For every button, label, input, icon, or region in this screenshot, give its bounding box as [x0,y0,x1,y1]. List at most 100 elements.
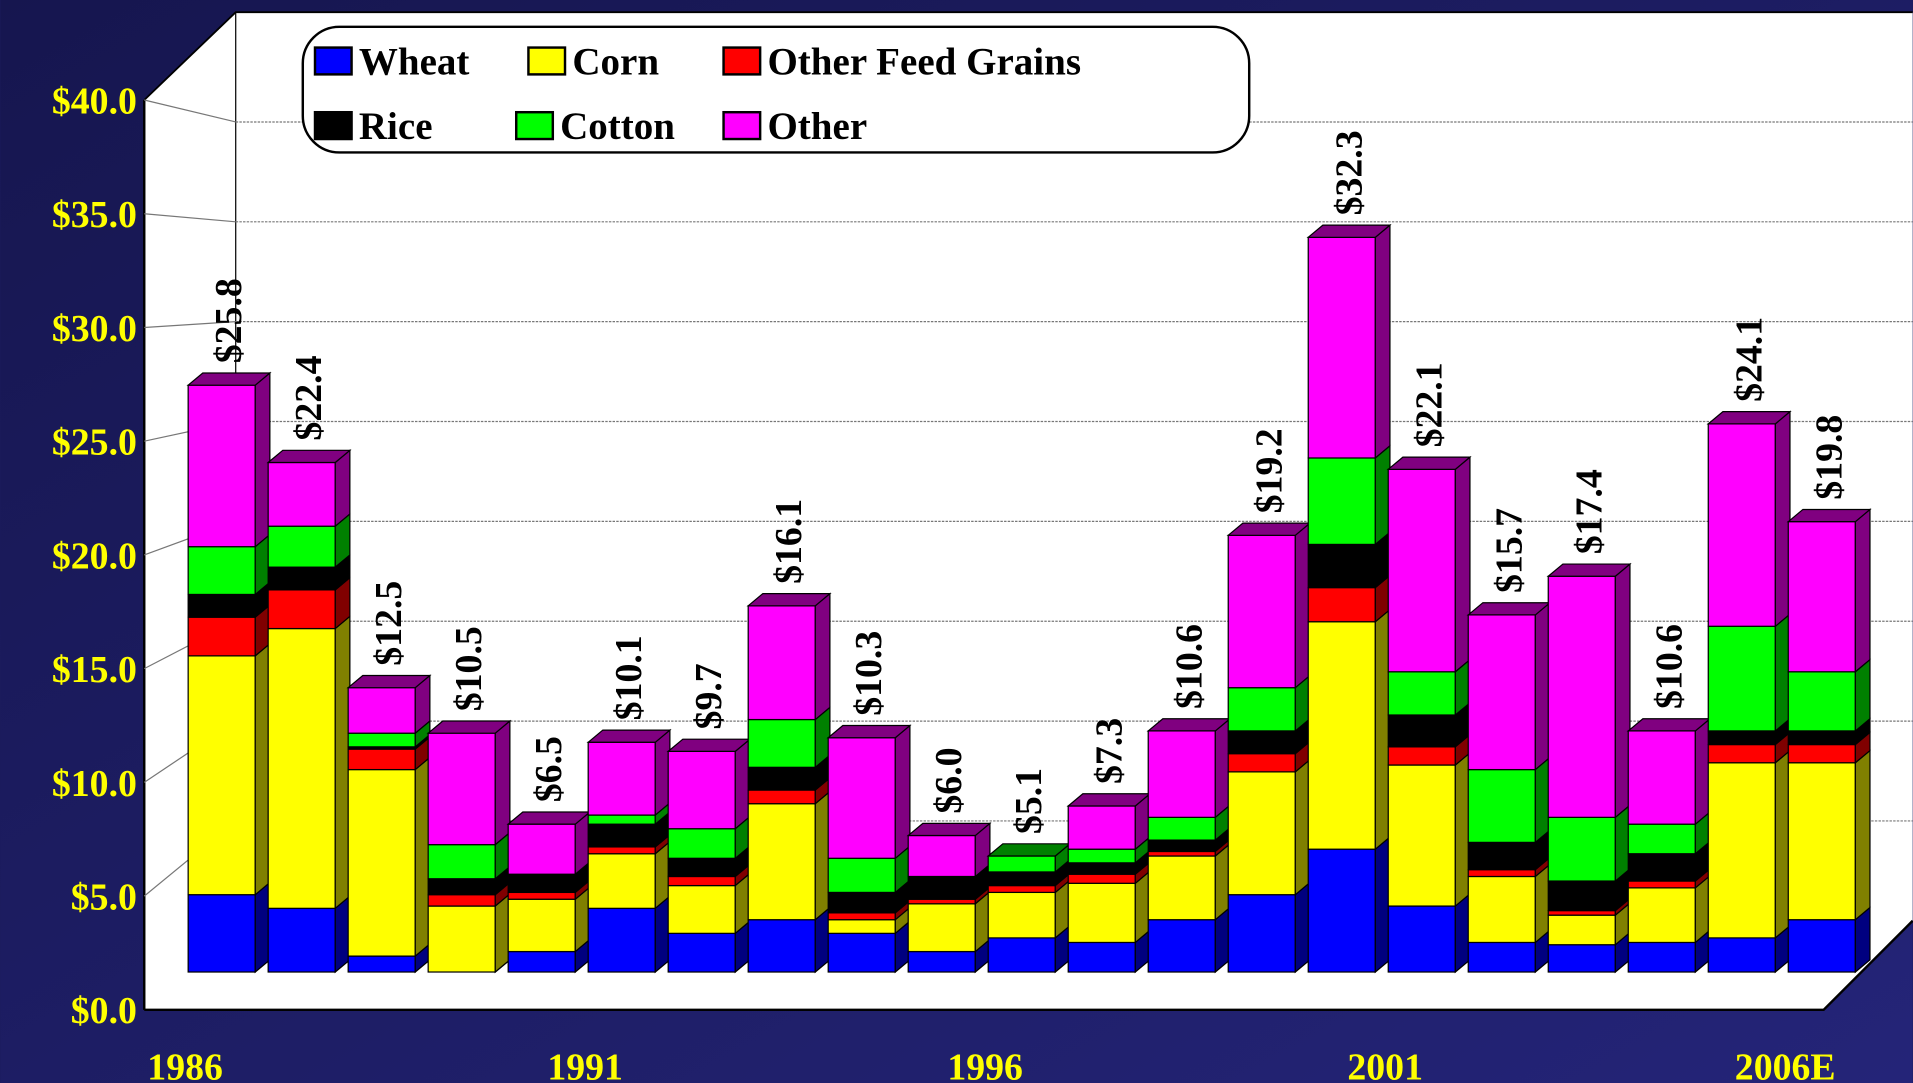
total-label: $10.6 [1648,624,1690,709]
bar-segment [427,732,496,846]
bar-segment [1627,730,1696,825]
x-tick-label: 2006E [1735,1046,1836,1083]
bar-top [506,811,592,825]
bar-segment [907,898,976,905]
x-tick-label: 1996 [947,1046,1023,1083]
bar-segment [1547,816,1616,882]
bar-segment [1147,816,1216,841]
bar-side [1854,508,1871,674]
bar-side [1854,749,1871,922]
bar-segment [1067,848,1136,864]
bar-segment [1707,743,1776,764]
bar-segment [1787,521,1856,673]
bar-segment [1787,919,1856,973]
legend-swatch [313,110,353,141]
bar-top [746,593,832,607]
bar-segment [1147,919,1216,973]
bar-segment [827,737,896,859]
bar-segment [267,461,336,527]
bar-segment [667,828,736,859]
bar-segment [827,891,896,914]
bar-segment [267,589,336,630]
total-label: $25.8 [208,278,250,363]
legend-swatch [527,46,567,76]
y-tick-label: $20.0 [52,535,137,577]
bar-segment [747,789,816,805]
bar-segment [187,546,256,596]
bar-segment [987,855,1056,873]
bar-segment [187,655,256,896]
bar-segment [1627,941,1696,973]
bar-segment [987,937,1056,973]
legend-label: Wheat [359,40,470,83]
bar-segment [507,823,576,875]
bar-segment [1707,423,1776,627]
bar-segment [1467,875,1536,944]
bar-segment [1627,823,1696,855]
bar-top [1306,224,1392,238]
bar-segment [667,750,736,830]
bar-segment [1467,941,1536,973]
grid-line [144,321,236,329]
legend-swatch [313,46,353,76]
bar-segment [1307,236,1376,459]
bar-top [1786,508,1872,523]
total-label: $10.6 [1168,624,1210,709]
total-label: $16.1 [768,499,810,584]
bar-segment [267,627,336,909]
total-label: $10.1 [608,635,650,720]
labels: $0.0 $5.0 $10.0 $15.0 $20.0 $25.0 $30.0 $35.0 $4… [52,80,1850,1083]
bar-segment [587,814,656,825]
bar-side [814,592,831,721]
bar-segment [587,741,656,816]
bar-segment [1547,909,1616,916]
bar-top [1466,602,1552,616]
bar-side [334,449,351,528]
x-tick-label: 1986 [147,1046,223,1083]
bar-top [1226,522,1312,536]
total-label: $12.5 [368,581,410,666]
bar-segment [667,875,736,887]
legend-label: Rice [359,105,433,148]
bar-top [1066,793,1152,807]
legend-swatch [515,110,555,141]
bar-segment [427,894,496,907]
total-label: $24.1 [1728,317,1770,402]
y-tick-label: $40.0 [52,80,137,122]
bar-segment [1227,771,1296,896]
y-tick-label: $10.0 [52,763,137,805]
total-label: $6.5 [528,736,570,802]
bar-segment [747,766,816,791]
bar-segment [267,907,336,973]
bar-segment [1627,853,1696,882]
bar-segment [1147,855,1216,921]
bar-segment [747,605,816,721]
bar-segment [1787,671,1856,732]
bar-segment [267,525,336,568]
bar-segment [987,891,1056,939]
total-label: $7.3 [1088,718,1130,784]
bar-segment [1547,575,1616,818]
bar-segment [1467,841,1536,871]
bar-segment [1067,805,1136,850]
bar-segment [1307,543,1376,589]
bar-segment [1067,882,1136,944]
bar-segment [507,898,576,953]
bar-top [1706,411,1792,425]
bar-segment [1387,714,1456,748]
bar-segment [267,566,336,591]
total-label: $10.5 [448,626,490,711]
bar-segment [827,919,896,934]
x-tick-label: 1991 [547,1046,623,1083]
bar-segment [1067,862,1136,875]
bar-segment [827,932,896,973]
grid-line [144,213,236,223]
bar-segment [747,919,816,973]
bar-segment [1547,880,1616,912]
legend-label: Other Feed Grains [767,40,1081,83]
bar-segment [1547,914,1616,946]
bar-segment [667,857,736,878]
bar-segment [1227,730,1296,755]
bar-segment [1387,746,1456,766]
